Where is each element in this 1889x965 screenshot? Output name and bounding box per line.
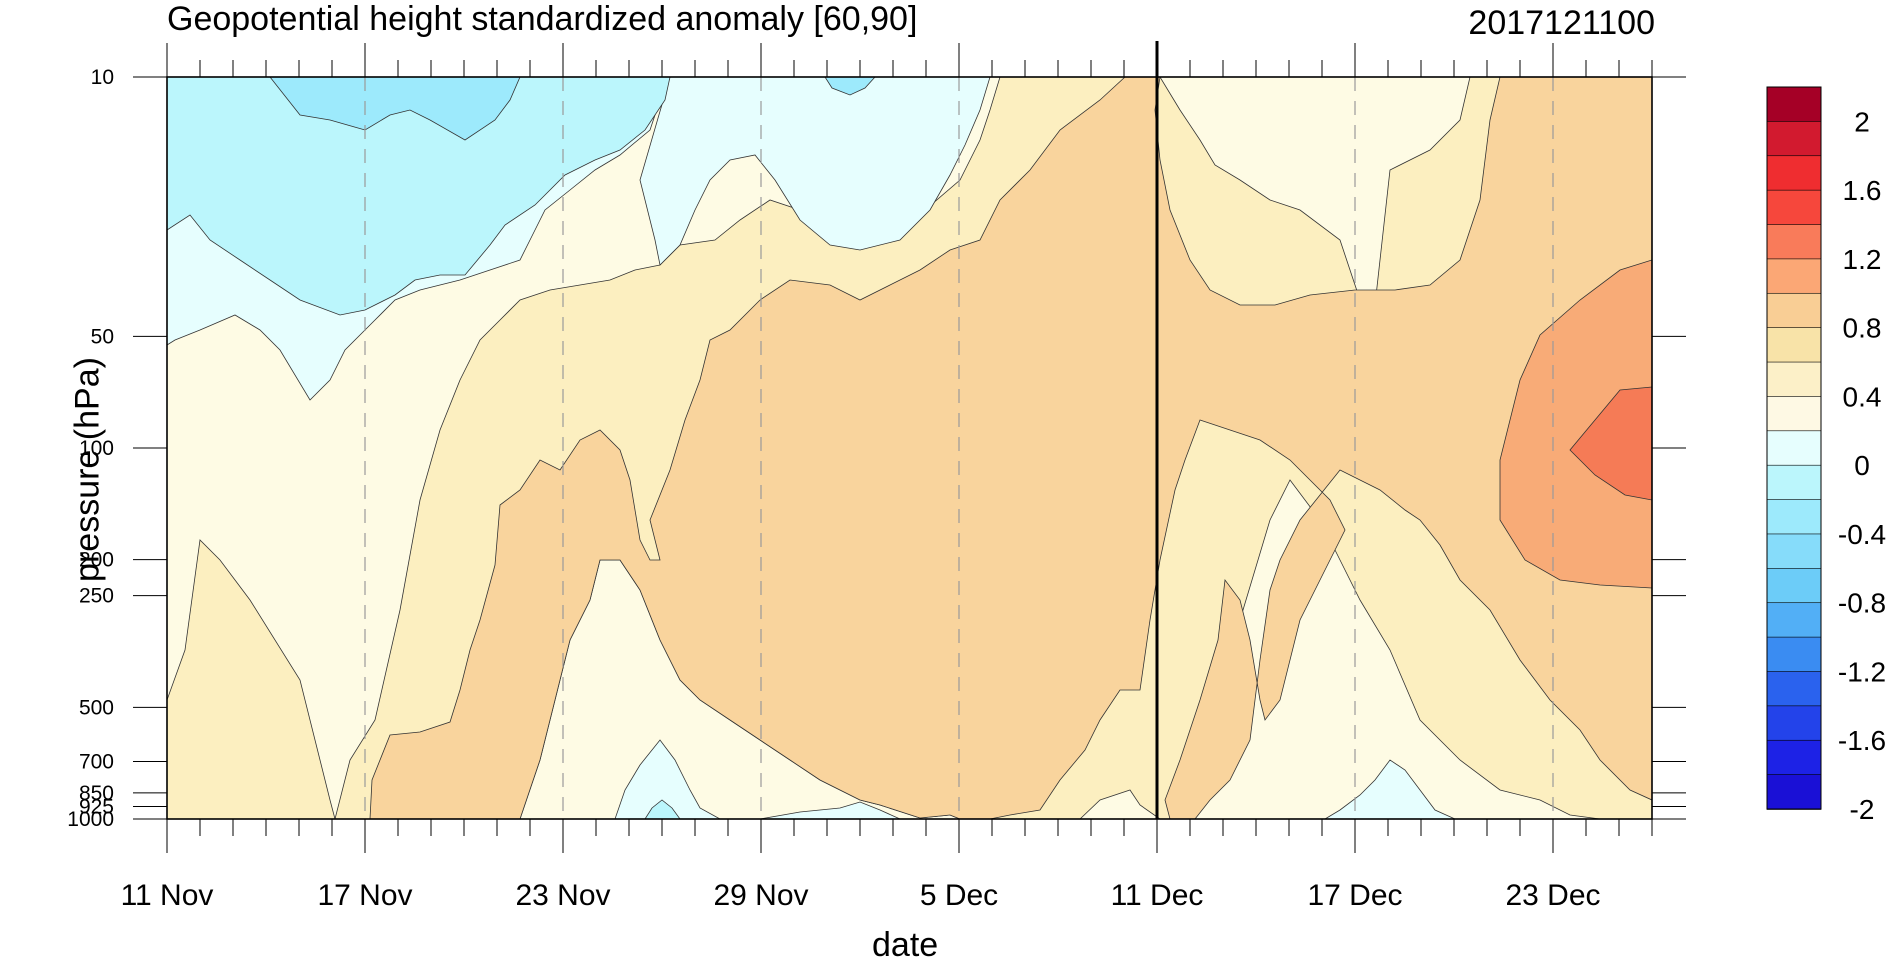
- colorbar-swatch: [1766, 705, 1822, 742]
- colorbar-swatch: [1766, 292, 1822, 329]
- colorbar-label: -0.8: [1838, 588, 1886, 619]
- y-tick-label: 500: [79, 696, 114, 719]
- colorbar-swatch: [1766, 327, 1822, 363]
- x-tick-label: 11 Nov: [121, 879, 214, 912]
- colorbar-swatch: [1766, 430, 1822, 466]
- colorbar-swatch: [1766, 636, 1822, 673]
- colorbar-label: 1.6: [1843, 175, 1882, 206]
- colorbar-swatch: [1766, 86, 1822, 123]
- x-tick-label: 17 Dec: [1307, 879, 1402, 912]
- y-tick-label: 200: [79, 549, 114, 572]
- colorbar-swatch: [1766, 464, 1822, 501]
- colorbar-swatch: [1766, 739, 1822, 776]
- colorbar-label: 2: [1854, 106, 1870, 137]
- colorbar-label: 1.2: [1843, 244, 1882, 275]
- colorbar-label: 0: [1854, 450, 1870, 481]
- colorbar-swatch: [1766, 499, 1822, 535]
- colorbar: 2 1.6 1.2 0.8 0.4 0 -0.4 -0.8 -1.2 -1.6 -2: [1766, 86, 1886, 825]
- y-tick-label: 700: [79, 751, 114, 774]
- contour-band-neg-0-0.4: [614, 739, 721, 819]
- y-tick-label: 850: [79, 782, 114, 805]
- colorbar-frame: [1766, 86, 1822, 810]
- colorbar-label: 0.8: [1843, 313, 1882, 344]
- y-tick-label: 50: [91, 325, 114, 348]
- colorbar-label: -1.2: [1838, 656, 1886, 687]
- contour-band-neg-0.4-0.8: [644, 799, 681, 819]
- colorbar-swatch: [1766, 671, 1822, 707]
- colorbar-swatch: [1766, 361, 1822, 398]
- x-tick-label: 5 Dec: [920, 879, 998, 912]
- x-tick-label: 29 Nov: [713, 879, 808, 912]
- x-tick-label: 23 Dec: [1505, 879, 1600, 912]
- x-tick-label: 23 Nov: [515, 879, 610, 912]
- colorbar-swatch: [1766, 258, 1822, 295]
- colorbar-label: 0.4: [1843, 381, 1882, 412]
- contour-band-0.8-1.2: [369, 77, 1652, 819]
- y-tick-label: 100: [79, 437, 114, 460]
- contour-band-neg-0-0.4: [1324, 759, 1456, 819]
- x-tick-label: 17 Nov: [317, 879, 412, 912]
- colorbar-swatch: [1766, 224, 1822, 260]
- contour-band-1.2-1.6: [1499, 259, 1652, 589]
- chart-timestamp: 2017121100: [1468, 4, 1655, 42]
- colorbar-swatch: [1766, 396, 1822, 432]
- chart-title: Geopotential height standardized anomaly…: [167, 0, 918, 38]
- colorbar-label: -1.6: [1838, 725, 1886, 756]
- x-axis: 11 Nov 17 Nov 23 Nov 29 Nov 5 Dec 11 Dec 17 De…: [121, 43, 1653, 912]
- vertical-gridlines: [364, 77, 1554, 819]
- contour-band-0.4-0.8: [167, 539, 336, 819]
- colorbar-swatch: [1766, 568, 1822, 604]
- x-axis-label: date: [872, 926, 939, 964]
- y-tick-label: 925: [79, 795, 114, 818]
- y-tick-label: 1000: [67, 808, 114, 831]
- y-tick-label: 250: [79, 585, 114, 608]
- colorbar-swatch: [1766, 533, 1822, 570]
- contour-band-neg-0.8-1.2: [824, 77, 876, 96]
- colorbar-swatch: [1766, 121, 1822, 157]
- colorbar-swatch: [1766, 774, 1822, 810]
- contour-band-neg-0.8-1.2: [269, 77, 521, 141]
- contour-band-neg-0-0.4: [759, 801, 901, 819]
- x-tick-label: 11 Dec: [1111, 879, 1204, 912]
- colorbar-swatch: [1766, 155, 1822, 191]
- y-tick-label: 10: [91, 66, 114, 89]
- colorbar-label: -0.4: [1838, 519, 1886, 550]
- contour-band-neg-0.4-0.8: [167, 77, 671, 316]
- colorbar-swatch: [1766, 602, 1822, 638]
- contour-band-neg-0-0.4: [639, 77, 991, 266]
- contour-band-1.6-2.0: [1569, 386, 1652, 501]
- contour-field: [167, 77, 1652, 819]
- colorbar-swatch: [1766, 189, 1822, 226]
- colorbar-label: -2: [1850, 794, 1875, 825]
